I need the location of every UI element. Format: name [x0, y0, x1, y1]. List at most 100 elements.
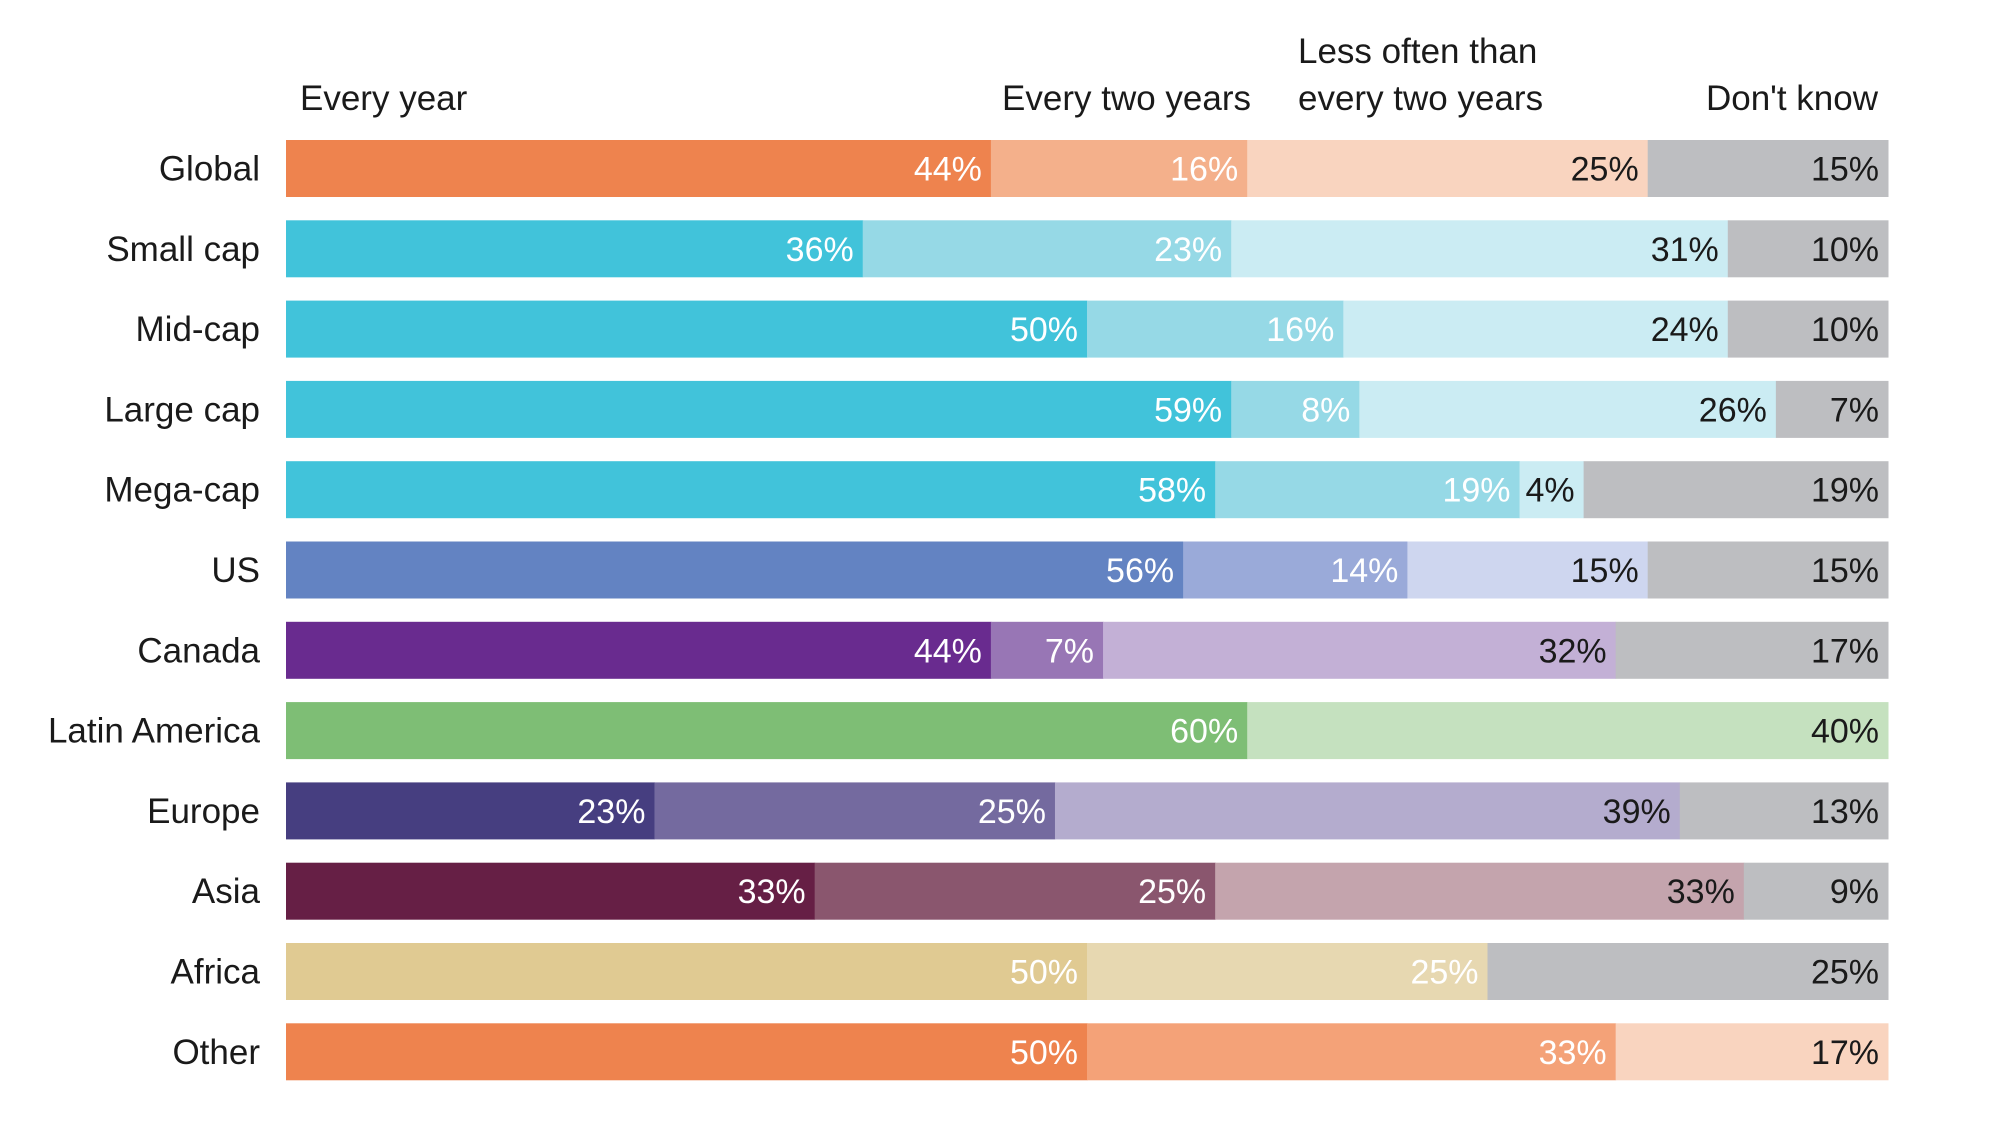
bar-segment	[286, 220, 864, 278]
bar-row: Other 50% 33% 17%	[172, 1023, 1889, 1081]
value-label: 44%	[914, 151, 982, 189]
category-label: Canada	[137, 631, 260, 670]
value-label: 24%	[1651, 311, 1719, 349]
bar-row: Africa 50% 25% 25%	[171, 943, 1889, 1000]
value-label: 19%	[1811, 472, 1879, 510]
bar-row: Mid-cap 50% 16% 24% 10%	[136, 300, 1889, 358]
bar-segment	[1087, 943, 1488, 1000]
bar-segment	[1231, 220, 1729, 278]
value-label: 25%	[1410, 954, 1478, 992]
bar-segment	[286, 300, 1088, 358]
value-label: 15%	[1571, 552, 1639, 590]
value-label: 7%	[1830, 391, 1879, 429]
value-label: 10%	[1811, 311, 1879, 349]
value-label: 7%	[1045, 632, 1094, 670]
column-header-2-line-1: every two years	[1298, 79, 1543, 118]
bar-segment	[1247, 140, 1649, 197]
value-label: 44%	[914, 632, 982, 670]
bar-segment	[286, 1023, 1088, 1081]
bar-segment	[1775, 380, 1889, 438]
bar-segment	[286, 943, 1088, 1000]
bar-segment	[990, 621, 1104, 679]
bar-segment	[1215, 461, 1521, 519]
bar-segment	[1615, 621, 1889, 679]
value-label: 16%	[1266, 311, 1334, 349]
category-label: Mega-cap	[104, 471, 260, 510]
value-label: 50%	[1010, 1034, 1078, 1072]
bar-segment	[1247, 702, 1889, 760]
value-label: 36%	[786, 231, 854, 269]
value-label: 17%	[1811, 632, 1879, 670]
bar-segment	[1743, 862, 1889, 920]
bar-row: Global 44% 16% 25% 15%	[159, 140, 1889, 197]
bar-segment	[1183, 541, 1408, 599]
value-label: 31%	[1651, 231, 1719, 269]
column-header-3: Don't know	[1706, 79, 1879, 118]
category-label: Other	[172, 1033, 260, 1072]
bar-segment	[286, 461, 1216, 519]
bar-row: Europe 23% 25% 39% 13%	[147, 782, 1889, 840]
bar-segment	[1583, 461, 1889, 519]
value-label: 15%	[1811, 552, 1879, 590]
column-header-0: Every year	[300, 79, 468, 118]
bar-row: Large cap 59% 8% 26% 7%	[104, 380, 1889, 438]
category-label: Small cap	[106, 230, 260, 269]
value-label: 26%	[1699, 391, 1767, 429]
value-label: 16%	[1170, 151, 1238, 189]
column-header-1: Every two years	[1002, 79, 1251, 118]
bar-row: Latin America 60% 40%	[48, 702, 1889, 760]
value-label: 60%	[1170, 713, 1238, 751]
category-label: US	[211, 551, 260, 590]
value-label: 50%	[1010, 954, 1078, 992]
category-label: Africa	[171, 953, 261, 992]
value-label: 9%	[1830, 873, 1879, 911]
bar-segment	[1054, 782, 1681, 840]
value-label: 33%	[1667, 873, 1735, 911]
value-label: 4%	[1525, 472, 1574, 510]
category-label: Latin America	[48, 712, 261, 751]
bar-segment	[1647, 140, 1889, 197]
bar-segment	[1519, 461, 1585, 519]
value-label: 23%	[1154, 231, 1222, 269]
value-label: 58%	[1138, 472, 1206, 510]
value-label: 10%	[1811, 231, 1879, 269]
category-label: Global	[159, 150, 260, 189]
value-label: 25%	[978, 793, 1046, 831]
value-label: 14%	[1330, 552, 1398, 590]
column-header-2-line-0: Less often than	[1298, 32, 1537, 71]
bar-segment	[1647, 541, 1889, 599]
bar-segment	[1103, 621, 1617, 679]
bar-segment	[814, 862, 1216, 920]
bar-segment	[1215, 862, 1745, 920]
value-label: 25%	[1571, 151, 1639, 189]
value-label: 32%	[1539, 632, 1607, 670]
bar-segment	[654, 782, 1056, 840]
bar-segment	[1343, 300, 1729, 358]
value-label: 15%	[1811, 151, 1879, 189]
bar-segment	[286, 140, 992, 197]
category-label: Europe	[147, 792, 260, 831]
bar-segment	[1679, 782, 1889, 840]
category-label: Asia	[192, 872, 261, 911]
bar-segment	[286, 702, 1248, 760]
bar-segment	[1359, 380, 1777, 438]
category-label: Large cap	[104, 390, 260, 429]
bar-segment	[990, 140, 1248, 197]
value-label: 56%	[1106, 552, 1174, 590]
bar-segment	[286, 380, 1232, 438]
value-label: 19%	[1442, 472, 1510, 510]
bar-segment	[1727, 300, 1889, 358]
bar-segment	[286, 782, 655, 840]
bar-segment	[1487, 943, 1889, 1000]
bar-segment	[1407, 541, 1649, 599]
value-label: 33%	[1539, 1034, 1607, 1072]
bar-segment	[1615, 1023, 1889, 1081]
column-headers: Every year Every two years Less often than…	[300, 32, 1879, 118]
value-label: 13%	[1811, 793, 1879, 831]
value-label: 33%	[738, 873, 806, 911]
bar-segment	[1087, 300, 1344, 358]
value-label: 39%	[1603, 793, 1671, 831]
value-label: 23%	[577, 793, 645, 831]
bar-row: Asia 33% 25% 33% 9%	[192, 862, 1889, 920]
